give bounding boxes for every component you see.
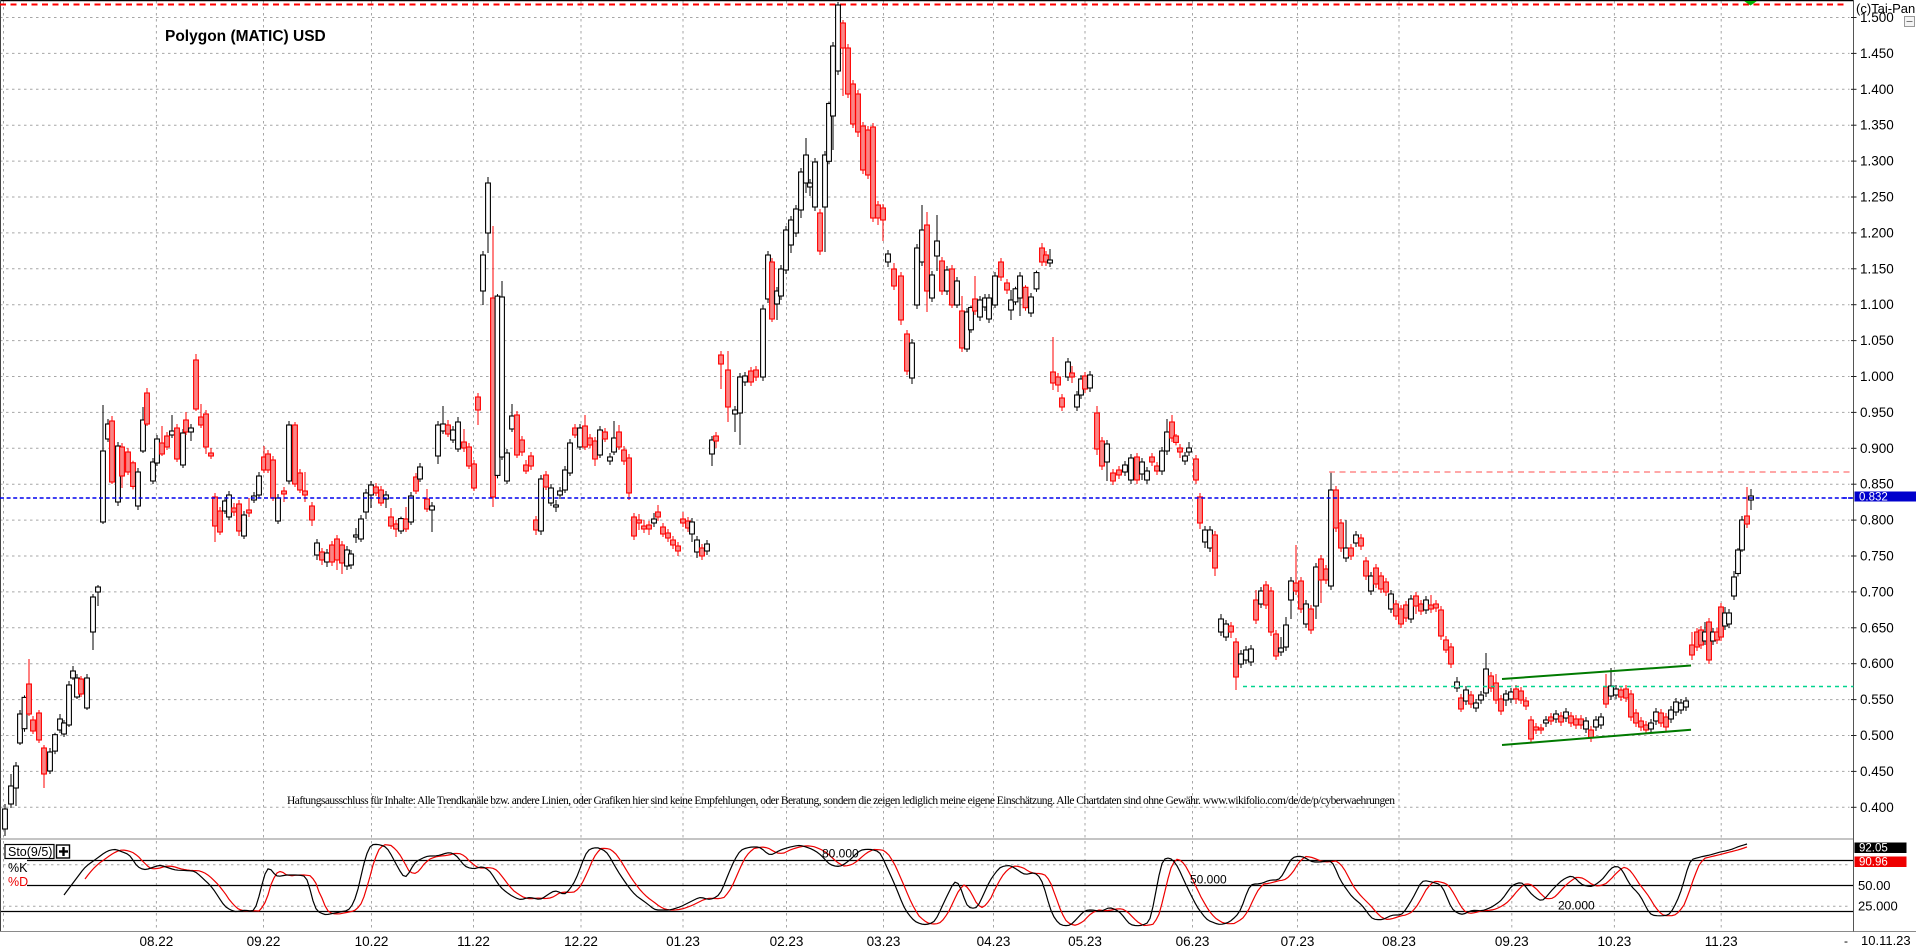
svg-text:1.450: 1.450: [1860, 46, 1894, 61]
svg-text:05.23: 05.23: [1068, 934, 1102, 948]
svg-text:08.22: 08.22: [140, 934, 174, 948]
svg-text:0.950: 0.950: [1860, 405, 1894, 420]
svg-text:0.400: 0.400: [1860, 800, 1894, 815]
svg-text:0.750: 0.750: [1860, 549, 1894, 564]
svg-text:Polygon (MATIC) USD: Polygon (MATIC) USD: [165, 28, 326, 45]
svg-text:11.23: 11.23: [1705, 934, 1738, 948]
svg-text:0.900: 0.900: [1860, 441, 1894, 456]
svg-text:%D: %D: [8, 875, 28, 889]
svg-text:09.23: 09.23: [1495, 934, 1529, 948]
svg-text:50.00: 50.00: [1858, 878, 1891, 893]
svg-text:03.23: 03.23: [867, 934, 901, 948]
svg-text:25.000: 25.000: [1858, 899, 1898, 914]
svg-text:1.050: 1.050: [1860, 333, 1894, 348]
svg-text:0.650: 0.650: [1860, 620, 1894, 635]
svg-text:%K: %K: [8, 861, 28, 875]
svg-text:0.700: 0.700: [1860, 584, 1894, 599]
svg-text:0.500: 0.500: [1860, 728, 1894, 743]
svg-text:0.850: 0.850: [1860, 477, 1894, 492]
svg-text:1.400: 1.400: [1860, 82, 1894, 97]
svg-text:1.100: 1.100: [1860, 297, 1894, 312]
svg-text:50.000: 50.000: [1190, 873, 1227, 887]
svg-text:0.550: 0.550: [1860, 692, 1894, 707]
svg-text:1.250: 1.250: [1860, 190, 1894, 205]
svg-text:1.350: 1.350: [1860, 118, 1894, 133]
svg-text:20.000: 20.000: [1558, 899, 1595, 913]
svg-text:10.22: 10.22: [355, 934, 389, 948]
svg-text:90.96: 90.96: [1859, 857, 1888, 869]
svg-text:1.300: 1.300: [1860, 154, 1894, 169]
svg-text:08.23: 08.23: [1382, 934, 1416, 948]
svg-text:1.500: 1.500: [1860, 10, 1894, 25]
svg-text:01.23: 01.23: [666, 934, 700, 948]
svg-text:07.23: 07.23: [1281, 934, 1315, 948]
svg-text:-: -: [1844, 934, 1848, 948]
svg-text:10.23: 10.23: [1598, 934, 1632, 948]
svg-text:02.23: 02.23: [770, 934, 804, 948]
svg-text:06.23: 06.23: [1176, 934, 1210, 948]
svg-text:11.22: 11.22: [457, 934, 490, 948]
svg-text:12.22: 12.22: [564, 934, 598, 948]
svg-text:0.832: 0.832: [1859, 492, 1888, 504]
svg-text:1.000: 1.000: [1860, 369, 1894, 384]
svg-text:92.05: 92.05: [1859, 843, 1888, 855]
svg-text:09.22: 09.22: [247, 934, 281, 948]
svg-text:1.200: 1.200: [1860, 225, 1894, 240]
svg-text:0.600: 0.600: [1860, 656, 1894, 671]
svg-text:Sto(9/5): Sto(9/5): [8, 845, 52, 859]
svg-text:0.450: 0.450: [1860, 764, 1894, 779]
svg-text:Haftungsausschluss für Inhalte: Haftungsausschluss für Inhalte: Alle Tre…: [287, 795, 1395, 807]
svg-text:10.11.23: 10.11.23: [1861, 933, 1911, 948]
svg-text:80.000: 80.000: [822, 847, 859, 861]
svg-text:1.150: 1.150: [1860, 261, 1894, 276]
svg-text:(c)Tai-Pan: (c)Tai-Pan: [1856, 1, 1915, 16]
svg-text:04.23: 04.23: [977, 934, 1011, 948]
svg-text:0.800: 0.800: [1860, 513, 1894, 528]
